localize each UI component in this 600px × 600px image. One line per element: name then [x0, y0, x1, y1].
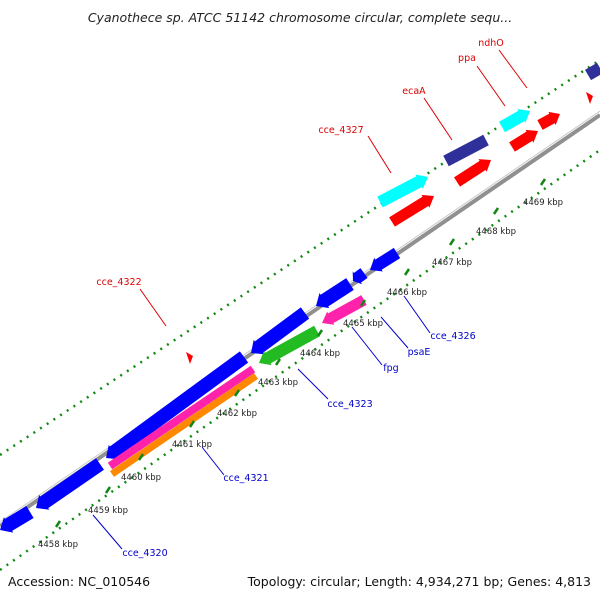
scale-tick-label: 4469 kbp — [523, 198, 563, 208]
gene-ppa-cds[interactable] — [509, 129, 538, 152]
gene-cce_4324-cds[interactable] — [316, 278, 354, 309]
gene-label-leader — [367, 135, 392, 174]
scale-tick-mark — [316, 329, 324, 337]
gene-label-leader — [380, 316, 409, 349]
scale-tick-mark — [54, 520, 62, 528]
accession-text: Accession: NC_010546 — [8, 574, 151, 589]
gene-cce_4327-cds[interactable] — [389, 194, 434, 227]
gene-label-cce-4322[interactable]: cce_4322 — [96, 277, 141, 288]
gene-cce_4320b-cds[interactable] — [36, 458, 104, 510]
gene-cce_4327-trna[interactable] — [377, 174, 428, 208]
scale-tick-label: 4467 kbp — [432, 258, 472, 268]
scale-tick-mark — [274, 358, 282, 366]
scale-tick-label: 4464 kbp — [300, 349, 340, 359]
scale-tick-label: 4466 kbp — [387, 288, 427, 298]
scale-tick-mark — [188, 420, 196, 428]
gene-label-leader — [201, 446, 225, 476]
gene-label-cce-4320[interactable]: cce_4320 — [122, 548, 167, 559]
small-forward-marker-2 — [586, 92, 593, 104]
scale-tick-mark — [359, 299, 367, 307]
scale-tick-mark — [403, 268, 411, 276]
gene-label-leader — [498, 49, 528, 89]
gene-label-cce-4326[interactable]: cce_4326 — [430, 331, 475, 342]
gene-label-psae[interactable]: psaE — [408, 347, 431, 358]
gene-ppa-trna[interactable] — [499, 109, 530, 133]
scale-tick-mark — [137, 453, 145, 461]
scale-tick-label: 4462 kbp — [217, 409, 257, 419]
scale-tick-label: 4468 kbp — [476, 227, 516, 237]
gene-fpg-green[interactable] — [259, 325, 320, 366]
scale-tick-label: 4459 kbp — [88, 506, 128, 516]
gene-label-leader — [92, 514, 123, 550]
scale-ticks: 4458 kbp 4459 kbp 4460 kbp 4461 kbp 4462 kbp… — [38, 178, 563, 550]
gene-ecaA-cds[interactable] — [454, 159, 491, 187]
scale-tick-label: 4463 kbp — [258, 378, 298, 388]
gene-label-leader — [297, 368, 329, 400]
gene-ndhO-cds[interactable] — [537, 111, 560, 130]
gene-label-ndho[interactable]: ndhO — [478, 38, 504, 49]
gene-label-ecaa[interactable]: ecaA — [402, 86, 426, 97]
gene-cce_4321-cds[interactable] — [106, 351, 249, 460]
gene-cce_4326-cds[interactable] — [370, 247, 401, 272]
gene-cce_4320-cds[interactable] — [0, 505, 34, 533]
gene-label-leader — [423, 97, 453, 141]
gene-label-leader — [403, 295, 431, 334]
gene-ecaA-rrna[interactable] — [443, 132, 490, 167]
scale-tick-mark — [539, 178, 547, 186]
scale-tick-label: 4465 kbp — [343, 319, 383, 329]
gene-label-cce-4323[interactable]: cce_4323 — [327, 399, 372, 410]
gene-cce_4323-cds[interactable] — [251, 307, 310, 355]
scale-tick-mark — [448, 238, 456, 246]
map-title: Cyanothece sp. ATCC 51142 chromosome cir… — [87, 10, 513, 25]
gene-cce_4321-pink[interactable] — [106, 365, 256, 471]
gene-ndhO-rrna[interactable] — [584, 61, 600, 81]
gene-label-leader — [476, 65, 506, 107]
scale-tick-mark — [492, 207, 500, 215]
scale-tick-mark — [233, 389, 241, 397]
gene-track — [0, 61, 600, 533]
gene-psaE-pink[interactable] — [322, 295, 367, 325]
topology-text: Topology: circular; Length: 4,934,271 bp… — [247, 574, 591, 589]
small-forward-marker — [186, 352, 193, 364]
gene-label-leader — [139, 288, 167, 327]
gene-label-cce-4321[interactable]: cce_4321 — [223, 473, 268, 484]
gene-label-leader — [351, 326, 383, 366]
scale-tick-label: 4458 kbp — [38, 540, 78, 550]
scale-tick-label: 4461 kbp — [172, 440, 212, 450]
gene-cce_4321-orange[interactable] — [108, 373, 258, 479]
scale-tick-mark — [104, 486, 112, 494]
gene-label-fpg[interactable]: fpg — [383, 363, 398, 374]
gene-label-cce-4327[interactable]: cce_4327 — [318, 125, 363, 136]
gene-cce_4325-cds[interactable] — [352, 268, 368, 285]
gene-label-ppa[interactable]: ppa — [458, 53, 476, 64]
scale-tick-label: 4460 kbp — [121, 473, 161, 483]
